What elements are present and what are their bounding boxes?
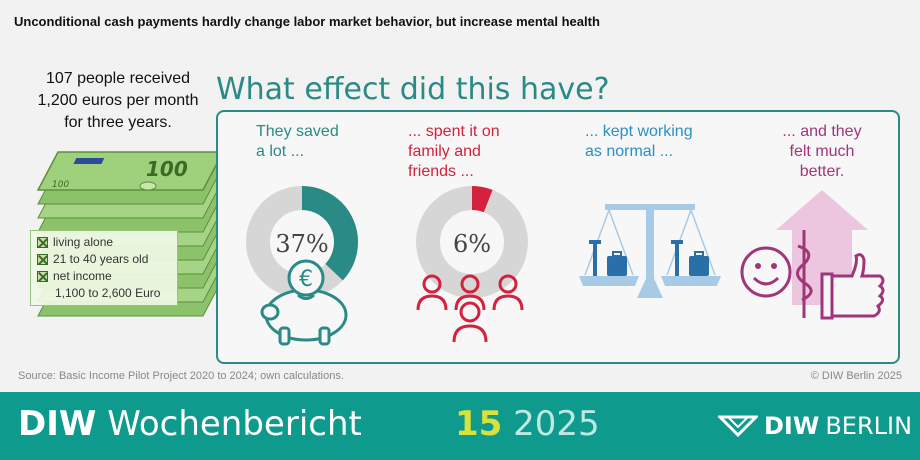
- briefcase-hammer-icon: [589, 240, 709, 276]
- smiley-health-thumbs-up-icon: [740, 190, 885, 320]
- spent-label-line-2: family and: [408, 143, 481, 160]
- headline: What effect did this have?: [216, 72, 610, 107]
- footer-brand-bold: DIW: [18, 404, 97, 444]
- intro-text: 107 people received 1,200 euros per mont…: [18, 68, 218, 134]
- saved-donut-chart: 37% €: [246, 186, 358, 346]
- diw-logo-mark-icon: [718, 415, 758, 438]
- working-label: ... kept working as normal ...: [585, 122, 693, 162]
- checkbox-icon: [37, 237, 48, 248]
- saved-label-line-2: a lot ...: [256, 143, 305, 160]
- copyright: © DIW Berlin 2025: [810, 370, 902, 382]
- footer-issue: 15 2025: [455, 404, 600, 444]
- criterion-living-alone: living alone: [53, 235, 114, 249]
- criterion-income: net income: [53, 269, 112, 283]
- infographic-title: Unconditional cash payments hardly chang…: [14, 14, 600, 29]
- balance-scale-icon: [579, 204, 721, 298]
- criterion-age: 21 to 40 years old: [53, 252, 149, 266]
- intro-line-2: 1,200 euros per month: [37, 92, 199, 109]
- piggy-bank-euro-icon: €: [260, 259, 348, 346]
- eligibility-checklist: living alone 21 to 40 years old net inco…: [30, 230, 178, 306]
- bill-denomination-small: 100: [52, 180, 69, 190]
- footer-brand-rest: Wochenbericht: [107, 404, 362, 444]
- saved-arc: [301, 186, 358, 281]
- criterion-income-range: 1,100 to 2,600 Euro: [55, 286, 161, 300]
- people-group-icon: [416, 274, 524, 343]
- better-label-line-2: felt much: [789, 143, 855, 160]
- logo-berlin-text: BERLIN: [825, 412, 913, 440]
- footer-brand: DIW Wochenbericht: [18, 404, 362, 444]
- spent-label: ... spent it on family and friends ...: [408, 122, 500, 182]
- saved-label: They saved a lot ...: [256, 122, 339, 162]
- saved-percent: 37%: [275, 230, 328, 258]
- svg-text:€: €: [299, 267, 313, 292]
- better-label-line-3: better.: [799, 163, 845, 180]
- saved-label-line-1: They saved: [256, 123, 339, 140]
- spent-label-line-1: ... spent it on: [408, 123, 500, 140]
- top-bill: 100 100: [36, 151, 225, 191]
- footer-bar: DIW Wochenbericht 15 2025 DIW BERLIN: [0, 392, 920, 460]
- better-label: ... and they felt much better.: [772, 122, 872, 182]
- checkbox-icon: [37, 271, 48, 282]
- spent-donut-chart: 6%: [416, 186, 528, 343]
- intro-line-1: 107 people received: [45, 70, 191, 87]
- intro-line-3: for three years.: [64, 114, 172, 131]
- spent-label-line-3: friends ...: [408, 163, 474, 180]
- logo-diw-text: DIW: [764, 412, 820, 440]
- checkbox-icon: [37, 254, 48, 265]
- diw-berlin-logo: DIW BERLIN: [718, 412, 912, 440]
- source-note: Source: Basic Income Pilot Project 2020 …: [18, 370, 344, 382]
- spent-percent: 6%: [453, 230, 491, 258]
- footer-issue-number: 15: [455, 404, 503, 444]
- spent-arc: [471, 186, 493, 213]
- working-label-line-2: as normal ...: [585, 143, 674, 160]
- better-label-line-1: ... and they: [782, 123, 862, 140]
- working-label-line-1: ... kept working: [585, 123, 693, 140]
- bill-denomination-large: 100: [146, 157, 188, 181]
- footer-issue-year: 2025: [513, 404, 600, 444]
